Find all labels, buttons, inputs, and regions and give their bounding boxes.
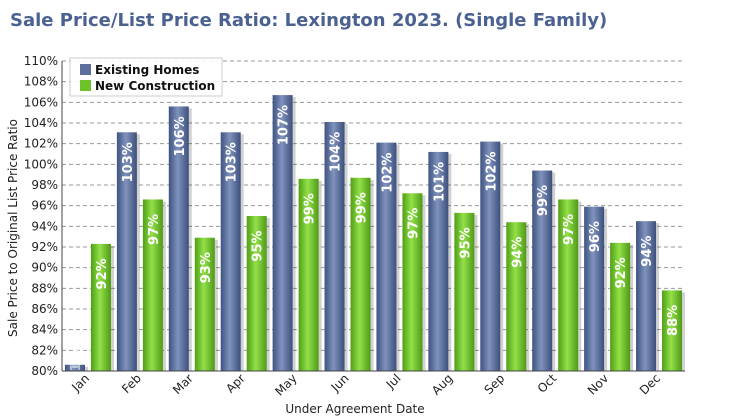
y-tick-label: 104% (24, 116, 58, 130)
bar-new-construction-mar (194, 237, 215, 371)
bar-value-label: 97% (406, 208, 421, 239)
bar-value-label: 88% (666, 305, 681, 336)
x-tick-label: Jul (383, 371, 404, 392)
bar-existing-homes-apr (220, 132, 241, 371)
legend-box (69, 57, 223, 97)
bar-value-label: 96% (588, 221, 603, 252)
bar-value-label: 97% (562, 214, 577, 245)
x-tick-label: Apr (223, 371, 248, 396)
bar-value-label: 99% (355, 192, 370, 223)
x-tick-label: Feb (119, 371, 144, 396)
bar-new-construction-feb (142, 199, 163, 371)
bar-value-label: 95% (251, 230, 266, 261)
x-tick-label: Oct (535, 371, 560, 396)
bar-value-label: 93% (199, 252, 214, 283)
bar-value-label: 99% (536, 185, 551, 216)
y-axis-title: Sale Price to Original List Price Ratio (6, 119, 20, 337)
legend: Existing Homes New Construction (69, 57, 223, 97)
x-tick-label: Sep (482, 371, 508, 397)
bar-value-label: 104% (329, 132, 344, 172)
y-tick-label: 82% (31, 343, 58, 357)
legend-swatch-new-construction (80, 80, 91, 91)
y-tick-label: 100% (24, 157, 58, 171)
bar-existing-homes-oct (532, 170, 553, 371)
legend-swatch-existing-homes (80, 64, 91, 75)
bar-existing-homes-dec (636, 221, 657, 371)
bar-existing-homes-may (272, 95, 293, 371)
bar-value-label: 97% (147, 214, 162, 245)
bar-existing-homes-jun (324, 121, 345, 371)
y-tick-label: 86% (31, 302, 58, 316)
bar-new-construction-jan (90, 243, 111, 371)
y-tick-label: 80% (31, 364, 58, 378)
chart-title: Sale Price/List Price Ratio: Lexington 2… (10, 10, 608, 31)
x-tick-label: Nov (585, 371, 611, 397)
bar-new-construction-oct (558, 199, 579, 371)
x-tick-label: May (272, 371, 299, 398)
bar-new-construction-jul (402, 193, 423, 371)
y-tick-label: 90% (31, 261, 58, 275)
bar-new-construction-nov (610, 242, 631, 371)
bar-value-label: 103% (121, 142, 136, 182)
bar-new-construction-may (298, 178, 319, 371)
bar-value-label: 92% (614, 257, 629, 288)
bar-value-label: 94% (510, 237, 525, 268)
legend-label-existing-homes: Existing Homes (95, 63, 199, 77)
bar-value-label: 92% (95, 258, 110, 289)
x-axis-title: Under Agreement Date (285, 402, 424, 416)
bar-value-label: 99% (303, 193, 318, 224)
bar-value-label: 107% (277, 105, 292, 145)
y-tick-label: 88% (31, 281, 58, 295)
bar-new-construction-sep (506, 222, 527, 371)
y-tick-label: 98% (31, 178, 58, 192)
bar-new-construction-aug (454, 212, 475, 371)
legend-label-new-construction: New Construction (95, 79, 215, 93)
bar-existing-homes-nov (584, 206, 605, 371)
y-tick-label: 96% (31, 199, 58, 213)
bar-value-label: 102% (380, 153, 395, 193)
bar-new-construction-apr (246, 216, 267, 371)
y-tick-label: 106% (24, 95, 58, 109)
bar-value-label: 101% (432, 162, 447, 202)
bar-value-label: 94% (640, 236, 655, 267)
y-tick-label: 102% (24, 137, 58, 151)
x-tick-label: Jun (328, 371, 352, 395)
x-tick-label: Aug (429, 371, 455, 397)
bar-existing-homes-mar (168, 106, 189, 371)
y-tick-label: 110% (24, 54, 58, 68)
bar-new-construction-jun (350, 177, 371, 371)
y-tick-label: 94% (31, 219, 58, 233)
bar-value-label: 103% (225, 142, 240, 182)
y-tick-label: 84% (31, 323, 58, 337)
y-tick-label: 92% (31, 240, 58, 254)
bar-value-label: 102% (484, 152, 499, 192)
bar-new-construction-dec (662, 290, 683, 371)
bar-existing-homes-feb (116, 132, 137, 371)
bar-value-label: 81% (69, 349, 84, 380)
bar-existing-homes-jul (376, 142, 397, 371)
x-tick-label: Mar (170, 371, 196, 397)
bar-existing-homes-aug (428, 151, 449, 371)
bar-existing-homes-jan (64, 364, 85, 371)
bar-existing-homes-sep (480, 141, 501, 371)
bar-value-label: 95% (458, 227, 473, 258)
x-tick-label: Dec (637, 371, 663, 397)
y-tick-label: 108% (24, 75, 58, 89)
bar-value-label: 106% (173, 116, 188, 156)
